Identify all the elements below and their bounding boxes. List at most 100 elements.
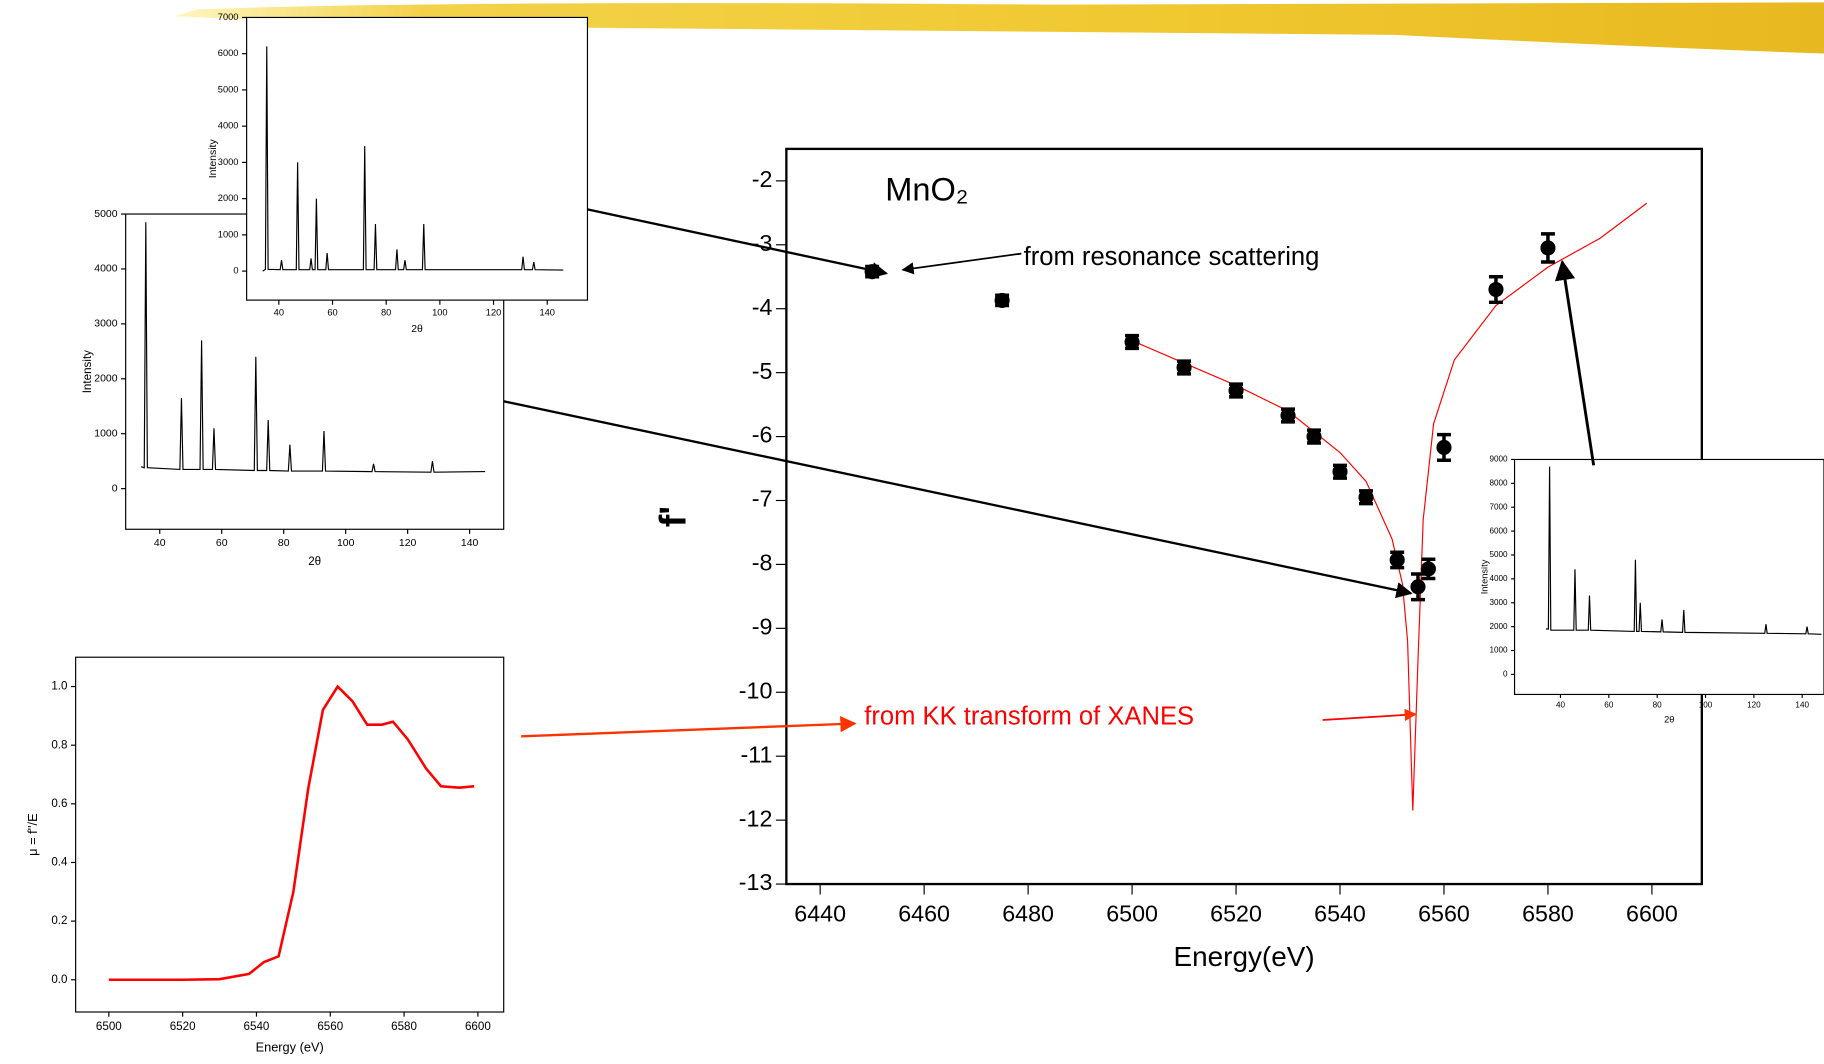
x-tick-label: 6540	[244, 1020, 270, 1033]
x-tick-label: 100	[337, 538, 355, 549]
y-tick-label: 1000	[1489, 646, 1508, 655]
y-tick-label: 0.2	[51, 914, 67, 927]
x-axis-label: Energy (eV)	[256, 1039, 324, 1054]
data-point	[1540, 240, 1556, 256]
y-tick-label: -13	[739, 869, 773, 895]
data-line	[1545, 466, 1822, 635]
arrow	[901, 252, 1022, 275]
data-point	[1488, 281, 1504, 298]
data-point	[1410, 579, 1426, 595]
x-tick-label: 6560	[1418, 901, 1470, 927]
x-tick-label: 100	[432, 308, 448, 318]
y-tick-label: 4000	[94, 264, 117, 275]
y-axis-label: μ = f''/E	[25, 813, 40, 855]
y-tick-label: 1000	[94, 428, 117, 439]
data-point	[1280, 407, 1296, 424]
y-tick-label: 6000	[1489, 526, 1508, 535]
x-tick-label: 6540	[1314, 901, 1366, 927]
y-tick-label: 0	[112, 483, 118, 494]
y-tick-label: 5000	[218, 84, 239, 94]
arrow	[1554, 259, 1596, 466]
x-axis-label: Energy(eV)	[1174, 941, 1315, 972]
y-axis-label: Intensity	[1480, 559, 1490, 594]
y-tick-label: -3	[752, 230, 773, 256]
plot-area	[246, 16, 589, 301]
x-tick-label: 140	[1795, 700, 1809, 709]
x-tick-label: 40	[154, 538, 166, 549]
x-axis-label: 2θ	[308, 555, 321, 568]
y-tick-label: 4000	[1489, 574, 1508, 583]
data-line	[262, 46, 564, 272]
y-tick-label: 7000	[1489, 502, 1508, 511]
data-point	[1332, 464, 1348, 480]
y-tick-label: 2000	[218, 193, 239, 203]
charts: 6440 6460 6480 6500 6520 6540 6560 6580 6600 -2 -3…	[25, 12, 1824, 1054]
plot-area	[75, 656, 505, 1013]
x-axis-label: 2θ	[411, 324, 423, 335]
x-tick-label: 120	[486, 308, 502, 318]
y-tick-label: 0	[233, 266, 238, 276]
x-tick-label: 60	[1604, 700, 1614, 709]
x-tick-label: 6520	[1210, 901, 1262, 927]
data-point	[1389, 552, 1405, 568]
y-tick-label: -6	[752, 422, 773, 448]
x-tick-label: 6460	[898, 901, 950, 927]
data-line	[108, 684, 475, 982]
arrow	[503, 400, 1413, 599]
x-tick-label: 6600	[465, 1020, 491, 1033]
y-tick-label: 1000	[218, 229, 239, 239]
x-tick-label: 40	[274, 308, 284, 318]
x-axis-label: 2θ	[1664, 714, 1674, 724]
y-tick-label: 2000	[94, 374, 117, 385]
y-tick-label: 5000	[1489, 550, 1508, 559]
x-tick-label: 6560	[317, 1020, 343, 1033]
annotation: from resonance scattering	[1024, 243, 1320, 271]
data-point	[1420, 561, 1436, 577]
x-tick-label: 6500	[1106, 901, 1158, 927]
y-tick-label: 3000	[94, 319, 117, 330]
arrow	[1322, 708, 1417, 721]
y-tick-label: 5000	[94, 209, 117, 220]
data-point	[1306, 429, 1322, 445]
arrow	[521, 715, 857, 738]
y-tick-label: -9	[752, 613, 773, 639]
x-tick-label: 120	[399, 538, 417, 549]
y-tick-label: 7000	[218, 12, 239, 22]
y-tick-label: -5	[752, 358, 773, 384]
y-tick-label: 4000	[218, 121, 239, 131]
banner	[174, 2, 1824, 54]
x-tick-label: 80	[278, 538, 290, 549]
x-tick-label: 140	[461, 538, 479, 549]
y-tick-label: 8000	[1489, 479, 1508, 488]
chart-title: MnO₂	[885, 172, 968, 208]
y-tick-label: -10	[739, 677, 773, 703]
arrows	[503, 208, 1596, 738]
y-tick-label: 0.6	[51, 797, 67, 810]
data-point	[1124, 334, 1140, 350]
x-tick-label: 6440	[794, 901, 846, 927]
y-tick-label: 9000	[1489, 455, 1508, 464]
plot-area	[1513, 458, 1824, 696]
x-tick-label: 6520	[170, 1020, 196, 1033]
y-tick-label: 2000	[1489, 622, 1508, 631]
y-tick-label: 0.8	[51, 738, 67, 751]
y-axis-label: f'	[652, 506, 694, 527]
y-tick-label: 0.4	[51, 856, 68, 869]
y-tick-label: -2	[752, 166, 773, 192]
y-tick-label: 3000	[1489, 598, 1508, 607]
y-tick-label: 3000	[218, 157, 239, 167]
x-tick-label: 120	[1747, 700, 1761, 709]
x-tick-label: 6580	[391, 1020, 417, 1033]
y-tick-label: -12	[739, 805, 773, 831]
data-point	[1228, 382, 1244, 399]
data-point	[1176, 359, 1192, 376]
y-axis-label: Intensity	[81, 350, 94, 393]
data-point	[1436, 439, 1452, 455]
y-tick-label: 0.0	[51, 973, 68, 986]
x-tick-label: 140	[539, 308, 555, 318]
x-tick-label: 80	[1653, 700, 1663, 709]
x-tick-label: 60	[216, 538, 228, 549]
y-tick-label: -4	[752, 294, 773, 320]
x-tick-label: 6580	[1522, 901, 1574, 927]
